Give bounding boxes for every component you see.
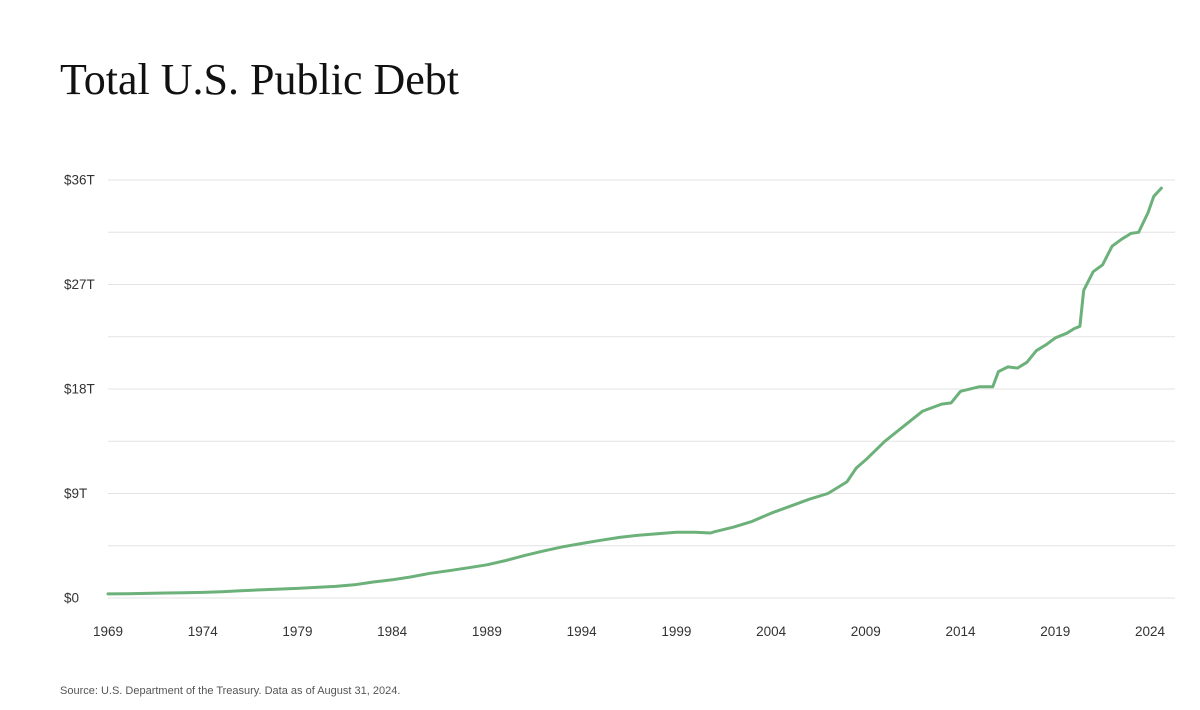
x-tick-label: 1999	[661, 624, 691, 639]
debt-series-line	[106, 186, 1163, 596]
y-tick-label: $9T	[64, 486, 87, 501]
x-tick-label: 1994	[567, 624, 598, 639]
y-tick-label: $36T	[64, 173, 95, 188]
x-tick-label: 2024	[1135, 624, 1166, 639]
series-layer	[106, 186, 1163, 596]
grid-lines	[108, 179, 1175, 599]
chart-title: Total U.S. Public Debt	[60, 55, 460, 104]
x-tick-label: 1974	[188, 624, 219, 639]
x-tick-label: 1984	[377, 624, 408, 639]
y-tick-label: $27T	[64, 277, 95, 292]
x-tick-label: 2014	[946, 624, 977, 639]
y-tick-label: $18T	[64, 382, 95, 397]
x-axis-tick-labels: 1969 1974 1979 1984 1989 1994 1999 2004 2009 2014…	[93, 624, 1166, 639]
x-tick-label: 1989	[472, 624, 502, 639]
x-tick-label: 2009	[851, 624, 881, 639]
x-tick-label: 1979	[282, 624, 312, 639]
x-tick-label: 2004	[756, 624, 787, 639]
source-note: Source: U.S. Department of the Treasury.…	[60, 685, 401, 697]
y-axis-tick-labels: $0 $9T $18T $27T $36T	[64, 173, 95, 606]
x-tick-label: 2019	[1040, 624, 1070, 639]
x-tick-label: 1969	[93, 624, 123, 639]
y-tick-label: $0	[64, 591, 79, 606]
